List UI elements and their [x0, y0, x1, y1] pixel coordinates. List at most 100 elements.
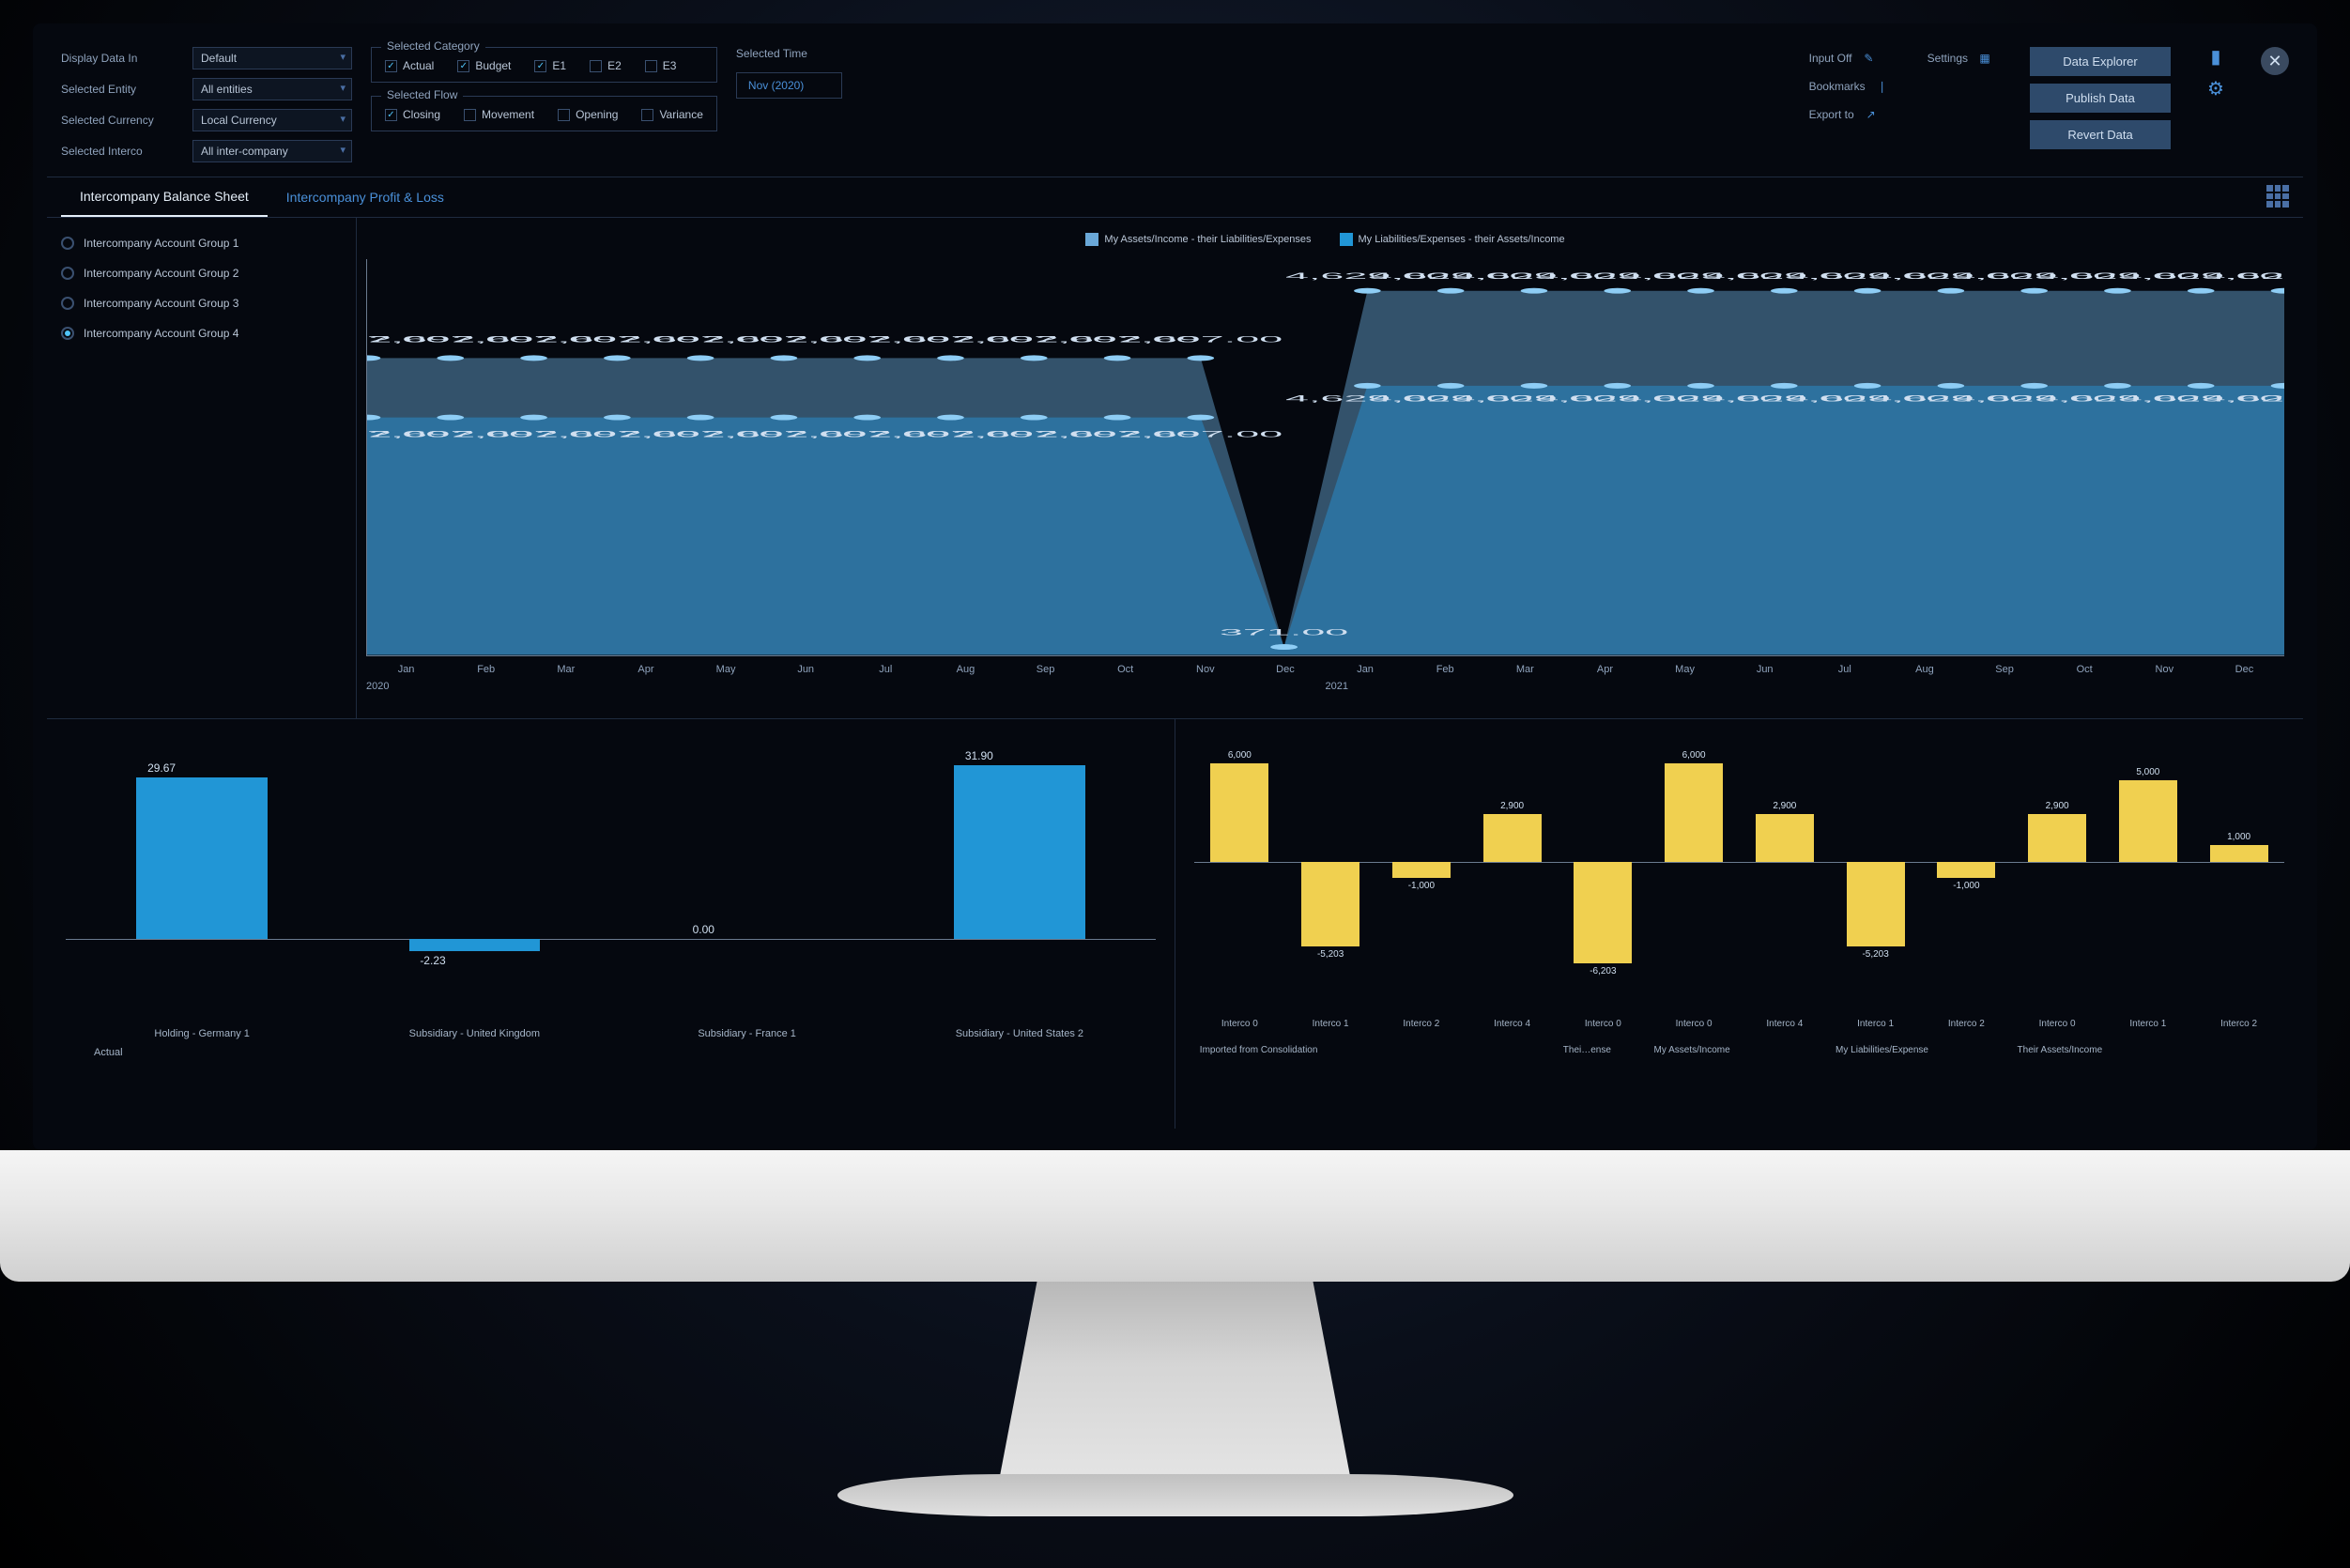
yellow-bar-value: 5,000: [2112, 767, 2184, 777]
gear-icon[interactable]: ⚙: [2208, 81, 2223, 96]
x-tick: Apr: [1565, 664, 1645, 675]
category-check[interactable]: E2: [590, 59, 622, 72]
yellow-group: My Assets/Income: [1654, 1045, 1730, 1055]
filter-selects: Display Data In Default Selected Entity …: [61, 47, 352, 162]
bar-value: 31.90: [965, 749, 993, 762]
yellow-bar-value: -1,000: [1385, 881, 1457, 891]
x-tick: Sep: [1006, 664, 1085, 675]
bookmarks-button[interactable]: Bookmarks❘: [1809, 79, 1890, 94]
x-tick: Mar: [526, 664, 606, 675]
bar-category: Subsidiary - United Kingdom: [338, 1028, 610, 1039]
x-tick: Aug: [926, 664, 1006, 675]
x-tick: Sep: [1965, 664, 2045, 675]
topbar: Display Data In Default Selected Entity …: [47, 38, 2303, 177]
x-tick: Jul: [846, 664, 926, 675]
tab-balance-sheet[interactable]: Intercompany Balance Sheet: [61, 177, 268, 217]
yellow-group: Their Assets/Income: [2018, 1045, 2103, 1055]
currency-select[interactable]: Local Currency: [192, 109, 352, 131]
bar-value: 29.67: [147, 761, 176, 775]
flow-check[interactable]: Movement: [464, 108, 534, 121]
yellow-cat: Interco 2: [1380, 1019, 1462, 1029]
export-button[interactable]: Export to↗: [1809, 107, 1890, 122]
svg-text:2,697.00: 2,697.00: [1118, 429, 1283, 438]
yellow-group: Imported from Consolidation: [1200, 1045, 1318, 1055]
yellow-bar-value: 2,900: [2020, 801, 2093, 811]
x-tick: May: [686, 664, 766, 675]
yellow-bar: [1210, 763, 1268, 862]
yellow-bar: [1937, 862, 1995, 878]
time-select[interactable]: Nov (2020): [736, 72, 842, 99]
category-check[interactable]: E3: [645, 59, 677, 72]
bar: [954, 765, 1084, 939]
export-icon: ↗: [1864, 107, 1879, 122]
filter-label: Selected Currency: [61, 114, 183, 127]
yellow-cat: Interco 1: [1835, 1019, 1916, 1029]
tab-profit-loss[interactable]: Intercompany Profit & Loss: [268, 178, 463, 216]
bar-chart-panel: 29.67 -2.23 0.00 31.90 Holding - Germany…: [47, 719, 1175, 1130]
bar-sublabel: Actual: [66, 1039, 1156, 1058]
category-legend: Selected Category: [381, 39, 485, 53]
yellow-bar-value: 2,900: [1748, 801, 1820, 811]
bar-value: -2.23: [420, 954, 445, 967]
book-icon[interactable]: ▮: [2208, 49, 2223, 64]
yellow-cat: Interco 4: [1743, 1019, 1825, 1029]
x-tick: May: [1645, 664, 1725, 675]
legend-item: My Liabilities/Expenses - their Assets/I…: [1340, 233, 1565, 246]
yellow-cat: Interco 0: [2017, 1019, 2098, 1029]
publish-button[interactable]: Publish Data: [2030, 84, 2171, 113]
pencil-icon: ✎: [1861, 51, 1876, 66]
time-legend: Selected Time: [736, 47, 842, 60]
yellow-bar-value: -1,000: [1930, 881, 2003, 891]
account-group-radio[interactable]: Intercompany Account Group 2: [61, 267, 342, 280]
yellow-bar-value: 6,000: [1657, 750, 1729, 761]
svg-text:2,697.00: 2,697.00: [1118, 334, 1283, 344]
x-tick: Mar: [1485, 664, 1565, 675]
close-icon[interactable]: ✕: [2261, 47, 2289, 75]
revert-button[interactable]: Revert Data: [2030, 120, 2171, 149]
yellow-bar: [1483, 814, 1542, 862]
data-explorer-button[interactable]: Data Explorer: [2030, 47, 2171, 76]
input-off-toggle[interactable]: Input Off✎: [1809, 51, 1890, 66]
category-check[interactable]: ✓E1: [534, 59, 566, 72]
svg-text:4,629.00: 4,629.00: [2203, 393, 2284, 403]
bar: [409, 939, 540, 951]
yellow-bar-value: -5,203: [1839, 949, 1912, 960]
category-check[interactable]: ✓Actual: [385, 59, 434, 72]
interco-select[interactable]: All inter-company: [192, 140, 352, 162]
bar-category: Subsidiary - France 1: [611, 1028, 883, 1039]
flow-check[interactable]: ✓Closing: [385, 108, 440, 121]
flow-check[interactable]: Variance: [641, 108, 702, 121]
area-chart: My Assets/Income - their Liabilities/Exp…: [357, 218, 2303, 718]
entity-select[interactable]: All entities: [192, 78, 352, 100]
x-tick: Jun: [766, 664, 846, 675]
yellow-bar: [2028, 814, 2086, 862]
layout-grid-icon[interactable]: [2266, 185, 2289, 208]
x-tick: Dec: [1245, 664, 1325, 675]
yellow-bar: [1574, 862, 1632, 963]
grid-icon: ▦: [1977, 51, 1992, 66]
svg-text:371.00: 371.00: [1220, 627, 1348, 637]
display-data-select[interactable]: Default: [192, 47, 352, 69]
yellow-bar: [1847, 862, 1905, 947]
x-tick: Feb: [446, 664, 526, 675]
flow-check[interactable]: Opening: [558, 108, 618, 121]
account-group-radio[interactable]: Intercompany Account Group 1: [61, 237, 342, 250]
flow-fieldset: Selected Flow ✓ClosingMovementOpeningVar…: [371, 96, 717, 131]
x-tick: Apr: [606, 664, 685, 675]
yellow-cat: Interco 2: [2198, 1019, 2280, 1029]
category-check[interactable]: ✓Budget: [457, 59, 511, 72]
x-tick: Jan: [1326, 664, 1405, 675]
settings-button[interactable]: Settings▦: [1928, 51, 1992, 66]
filter-label: Selected Interco: [61, 145, 183, 158]
x-tick: Oct: [2045, 664, 2125, 675]
x-tick: Nov: [2125, 664, 2204, 675]
legend-item: My Assets/Income - their Liabilities/Exp…: [1085, 233, 1311, 246]
yellow-bar: [2210, 845, 2268, 861]
account-group-radio[interactable]: Intercompany Account Group 4: [61, 327, 342, 340]
yellow-cat: Interco 0: [1653, 1019, 1735, 1029]
bar-category: Holding - Germany 1: [66, 1028, 338, 1039]
yellow-bar: [1756, 814, 1814, 862]
account-group-radio[interactable]: Intercompany Account Group 3: [61, 297, 342, 310]
yellow-bar-value: -6,203: [1567, 966, 1639, 976]
yellow-group: Thei…ense: [1563, 1045, 1611, 1055]
